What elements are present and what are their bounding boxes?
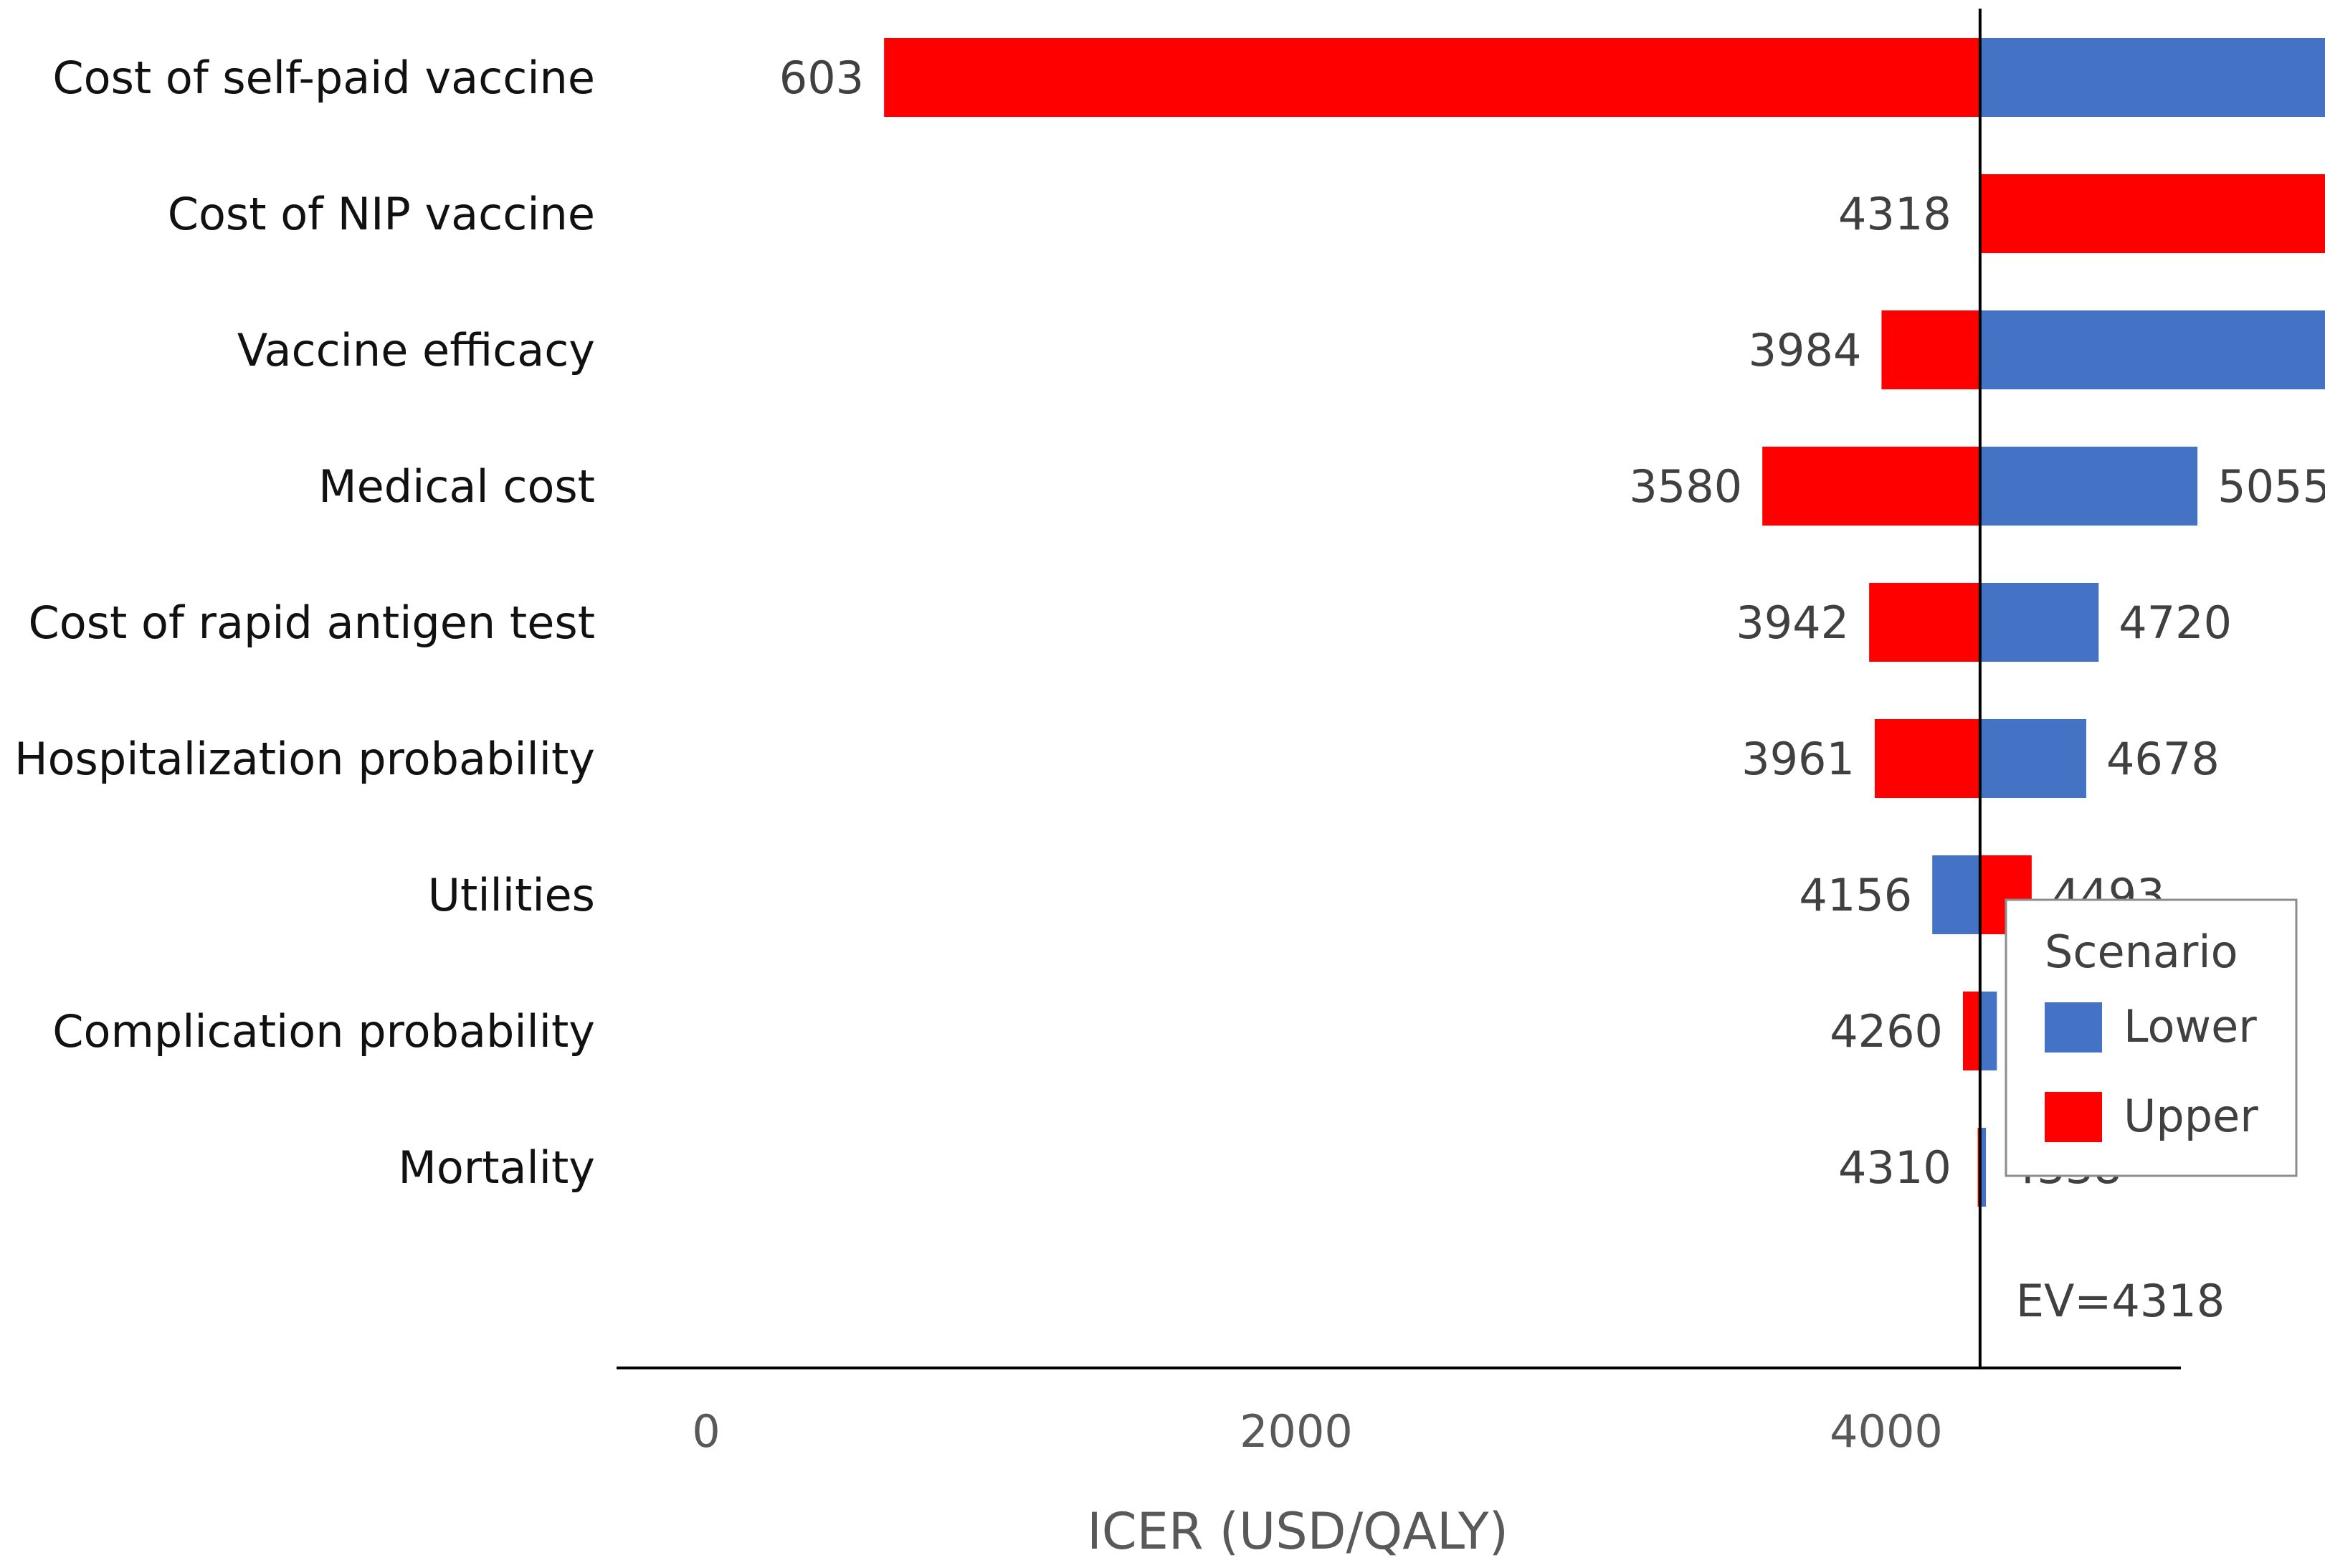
bar-lower — [1932, 855, 1980, 934]
category-label: Complication probability — [52, 1005, 595, 1058]
category-label: Utilities — [428, 869, 595, 921]
bar-lower — [1979, 38, 2325, 117]
bar-lower — [1979, 992, 1997, 1070]
x-axis: 0200040006000800010000 — [617, 9, 2181, 1458]
bar-lower — [1979, 1128, 1987, 1207]
value-label-left: 603 — [779, 52, 864, 104]
x-tick-label: 2000 — [1240, 1405, 1353, 1458]
bar-lower — [1979, 447, 2198, 526]
value-label-right: 4720 — [2119, 597, 2232, 649]
value-label-left: 4310 — [1838, 1141, 1951, 1194]
legend-swatch-lower — [2045, 1002, 2102, 1053]
bar-upper — [1869, 583, 1980, 662]
value-label-left: 3942 — [1736, 597, 1849, 649]
value-label-left: 4156 — [1799, 869, 1912, 921]
legend: Scenario Lower Upper — [2005, 898, 2298, 1177]
value-label-left: 4260 — [1830, 1005, 1943, 1058]
legend-label-lower: Lower — [2124, 1000, 2257, 1053]
bar-upper — [1762, 447, 1980, 526]
value-label-left: 4318 — [1838, 188, 1951, 240]
category-label: Cost of NIP vaccine — [168, 188, 595, 240]
category-label: Cost of self-paid vaccine — [52, 52, 595, 104]
value-label-right: 5055 — [2217, 460, 2325, 513]
legend-swatch-upper — [2045, 1092, 2102, 1142]
value-label-left: 3961 — [1741, 733, 1855, 785]
value-label-left: 3580 — [1629, 460, 1742, 513]
bar-upper — [1962, 992, 1980, 1070]
bar-upper — [1874, 719, 1980, 798]
bar-upper — [884, 38, 1980, 117]
value-label-right: 4678 — [2106, 733, 2220, 785]
ev-label: EV=4318 — [2016, 1275, 2225, 1327]
category-label: Mortality — [398, 1141, 595, 1194]
bar-upper — [1979, 174, 2325, 253]
bar-lower — [1979, 583, 2099, 662]
labels-layer: Cost of self-paid vaccine6037626Cost of … — [14, 52, 2325, 1194]
x-tick-label: 4000 — [1830, 1405, 1943, 1458]
bar-lower — [1979, 310, 2325, 389]
category-label: Medical cost — [318, 460, 595, 513]
x-tick-label: 0 — [692, 1405, 720, 1458]
bars-layer — [884, 38, 2325, 1207]
value-label-left: 3984 — [1749, 324, 1862, 376]
category-label: Vaccine efficacy — [237, 324, 595, 376]
bar-upper — [1881, 310, 1980, 389]
bar-lower — [1979, 719, 2086, 798]
category-label: Cost of rapid antigen test — [28, 597, 595, 649]
legend-label-upper: Upper — [2124, 1090, 2258, 1142]
legend-title: Scenario — [2045, 926, 2238, 978]
x-axis-title: ICER (USD/QALY) — [1087, 1502, 1508, 1561]
category-label: Hospitalization probability — [14, 733, 595, 785]
